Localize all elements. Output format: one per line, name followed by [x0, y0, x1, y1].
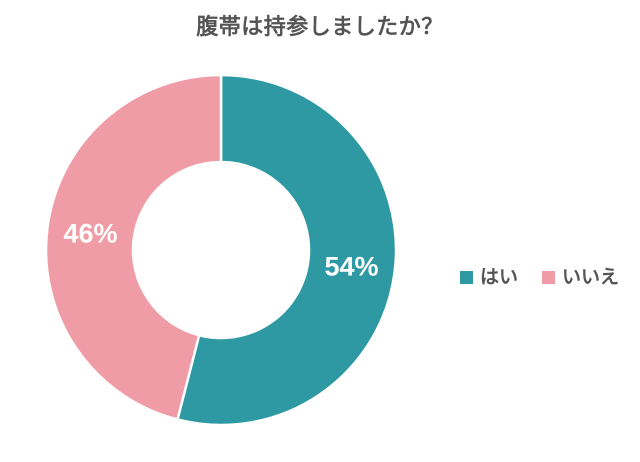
donut-slice-はい [176, 73, 398, 427]
chart-legend: はい いいえ [460, 262, 619, 289]
donut-slice-いいえ [44, 73, 223, 421]
legend-label-iie: いいえ [562, 267, 620, 288]
legend-item-hai: はい [460, 262, 518, 289]
chart-title: 腹帯は持参しましたか？ [196, 14, 444, 39]
slice-label-いいえ: 46% [63, 219, 117, 249]
legend-swatch-hai [460, 270, 473, 284]
legend-label-hai: はい [480, 267, 519, 288]
legend-swatch-iie [542, 270, 556, 284]
legend-item-iie: いいえ [542, 262, 619, 289]
slice-label-はい: 54% [324, 252, 378, 282]
